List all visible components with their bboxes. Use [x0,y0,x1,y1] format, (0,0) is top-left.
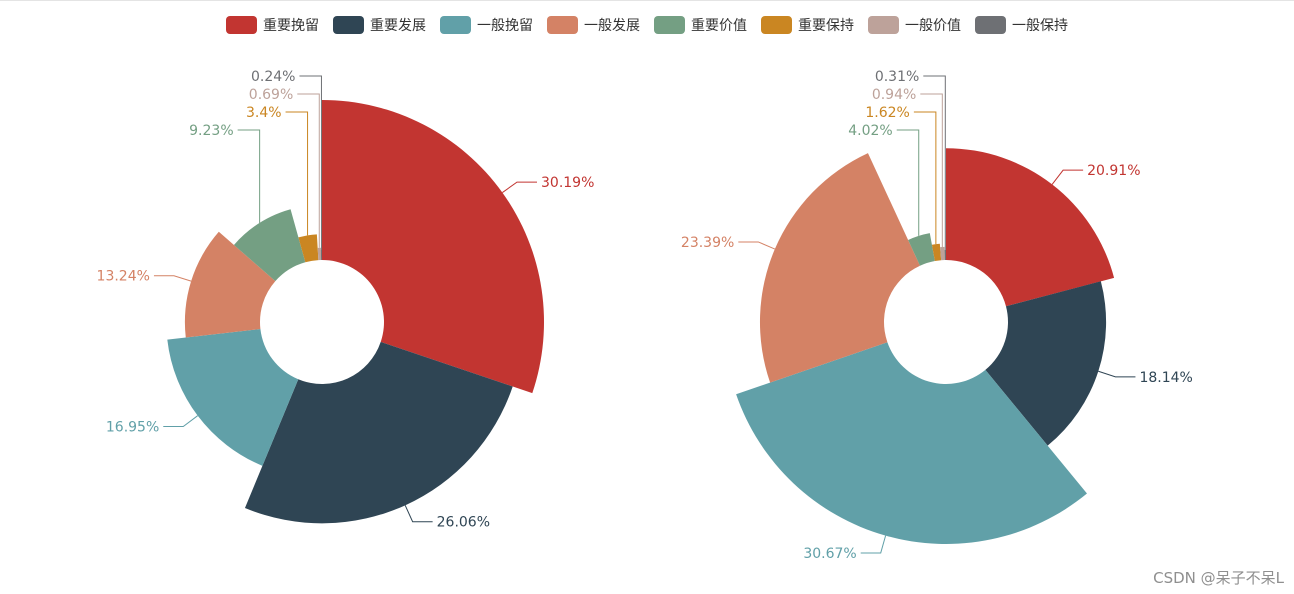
label-leader-line [1098,370,1136,378]
rose-sector[interactable] [167,328,299,466]
data-label: 0.94% [872,87,916,103]
rose-sector[interactable] [317,247,322,261]
label-leader-line [923,75,946,251]
legend-item[interactable]: 重要发展 [333,13,426,37]
rose-sector[interactable] [759,153,920,383]
rose-sector[interactable] [322,100,544,394]
legend-item[interactable]: 一般挽留 [440,13,533,37]
rose-sector[interactable] [184,231,276,338]
legend-item[interactable]: 一般发展 [547,13,640,37]
rose-sector[interactable] [320,250,322,261]
data-label: 23.39% [681,235,734,251]
legend-label: 重要价值 [691,18,747,34]
data-label: 3.4% [246,105,282,121]
label-leader-line [502,181,538,193]
legend-swatch [975,16,1006,34]
data-label: 1.62% [865,105,909,121]
rose-sector[interactable] [946,148,1115,307]
legend-label: 一般保持 [1012,18,1068,34]
legend-label: 一般发展 [584,18,640,34]
label-leader-line [285,111,309,236]
label-leader-line [299,75,322,251]
legend-item[interactable]: 重要价值 [654,13,747,37]
data-label: 30.67% [803,546,856,562]
rose-chart-left: 30.19% 26.06% 16.95% 13.24% 9.23% 3.4% 0.69% 0.… [97,69,595,531]
label-leader-line [153,275,192,282]
data-label: 0.31% [875,69,919,85]
data-label: 30.19% [541,175,594,191]
legend-label: 一般价值 [905,18,961,34]
legend-swatch [868,16,899,34]
legend-label: 一般挽留 [477,18,533,34]
legend-label: 重要挽留 [263,18,319,34]
rose-sector[interactable] [985,281,1107,446]
label-leader-line [404,505,433,523]
data-label: 18.14% [1139,370,1192,386]
data-label: 13.24% [97,269,150,285]
label-leader-line [913,111,937,245]
legend-swatch [761,16,792,34]
legend-swatch [654,16,685,34]
legend-swatch [547,16,578,34]
rose-sector[interactable] [298,234,319,263]
rose-sector[interactable] [944,250,946,261]
data-label: 0.69% [249,87,293,103]
label-leader-line [920,93,943,247]
legend-item[interactable]: 一般保持 [975,13,1068,37]
rose-sector[interactable] [233,209,306,282]
data-label: 20.91% [1087,163,1140,179]
rose-sector[interactable] [244,341,513,524]
rose-chart-right: 20.91% 18.14% 30.67% 23.39% 4.02% 1.62% 0.94% 0… [681,69,1193,562]
label-leader-line [896,129,920,236]
legend-swatch [440,16,471,34]
legend-item[interactable]: 重要保持 [761,13,854,37]
legend-label: 重要保持 [798,18,854,34]
label-leader-line [860,535,887,554]
label-leader-line [1051,169,1084,185]
rose-sector[interactable] [908,233,935,266]
label-leader-line [163,415,198,428]
label-leader-line [738,241,776,250]
data-label: 16.95% [106,420,159,436]
data-label: 26.06% [437,515,490,531]
legend-item[interactable]: 一般价值 [868,13,961,37]
top-divider [0,0,1294,1]
rose-sector[interactable] [940,246,945,261]
legend-swatch [333,16,364,34]
label-leader-line [297,93,320,248]
legend-item[interactable]: 重要挽留 [226,13,319,37]
rose-sector[interactable] [931,243,942,262]
rose-sector[interactable] [736,342,1087,544]
legend-swatch [226,16,257,34]
watermark: CSDN @呆子不呆L [1153,569,1284,587]
data-label: 4.02% [848,123,892,139]
data-label: 9.23% [189,123,233,139]
label-leader-line [237,129,261,223]
data-label: 0.24% [251,69,295,85]
legend-label: 重要发展 [370,18,426,34]
chart-legend: 重要挽留 重要发展 一般挽留 一般发展 重要价值 重要保持 一般价值 一般保持 [0,13,1294,37]
